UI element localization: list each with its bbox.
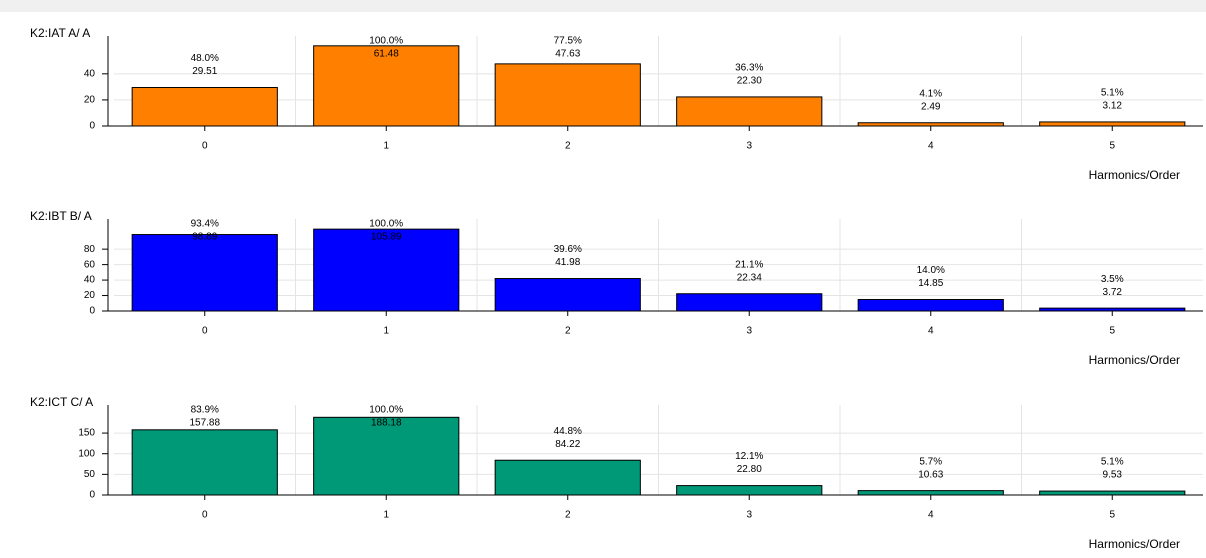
percent-label: 5.7% — [919, 456, 942, 467]
y-tick-label: 20 — [84, 95, 96, 106]
percent-label: 100.0% — [369, 219, 403, 230]
y-tick-label: 150 — [78, 428, 95, 439]
value-label: 84.22 — [555, 439, 580, 450]
percent-label: 83.9% — [191, 405, 219, 416]
percent-label: 100.0% — [369, 36, 403, 47]
x-tick-label: 4 — [928, 141, 934, 152]
x-tick-label: 2 — [565, 326, 571, 337]
value-label: 22.30 — [737, 76, 762, 87]
value-label: 2.49 — [921, 101, 941, 112]
x-tick-label: 3 — [746, 141, 752, 152]
bar — [131, 234, 278, 312]
x-tick-label: 5 — [1109, 141, 1115, 152]
percent-label: 48.0% — [191, 53, 219, 64]
bar — [857, 122, 1004, 127]
y-axis-title: K2:IAT A/ A — [30, 26, 90, 40]
value-label: 157.88 — [189, 418, 220, 429]
percent-label: 100.0% — [369, 405, 403, 416]
percent-label: 3.5% — [1101, 274, 1124, 285]
percent-label: 5.1% — [1101, 457, 1124, 468]
value-label: 61.48 — [374, 49, 399, 60]
y-tick-label: 0 — [89, 121, 95, 132]
value-label: 41.98 — [555, 257, 580, 268]
value-label: 9.53 — [1103, 470, 1123, 481]
y-tick-label: 60 — [84, 259, 96, 270]
y-tick-label: 100 — [78, 448, 95, 459]
y-tick-label: 20 — [84, 290, 96, 301]
bar — [857, 490, 1004, 496]
value-label: 98.89 — [192, 232, 217, 243]
bar — [857, 299, 1004, 312]
y-tick-label: 50 — [84, 469, 96, 480]
value-label: 22.80 — [737, 464, 762, 475]
percent-label: 77.5% — [554, 36, 582, 47]
x-tick-label: 2 — [565, 510, 571, 521]
x-tick-label: 0 — [202, 326, 208, 337]
y-axis-title: K2:ICT C/ A — [30, 395, 93, 409]
bar — [313, 228, 460, 312]
x-tick-label: 5 — [1109, 510, 1115, 521]
x-tick-label: 1 — [383, 141, 389, 152]
x-tick-label: 4 — [928, 510, 934, 521]
percent-label: 14.0% — [917, 265, 945, 276]
value-label: 105.89 — [371, 232, 402, 243]
x-tick-label: 3 — [746, 326, 752, 337]
bar — [1039, 121, 1186, 127]
value-label: 188.18 — [371, 418, 402, 429]
bar — [1039, 490, 1186, 496]
value-label: 47.63 — [555, 49, 580, 60]
percent-label: 21.1% — [735, 259, 763, 270]
bar — [676, 485, 823, 496]
x-tick-label: 5 — [1109, 326, 1115, 337]
x-axis-title: Harmonics/Order — [1089, 168, 1180, 182]
x-tick-label: 0 — [202, 141, 208, 152]
y-tick-label: 80 — [84, 244, 96, 255]
x-tick-label: 2 — [565, 141, 571, 152]
y-tick-label: 0 — [89, 306, 95, 317]
percent-label: 39.6% — [554, 244, 582, 255]
x-tick-label: 0 — [202, 510, 208, 521]
y-tick-label: 40 — [84, 275, 96, 286]
bar — [313, 416, 460, 496]
y-axis-title: K2:IBT B/ A — [30, 209, 92, 223]
y-tick-label: 40 — [84, 68, 96, 79]
percent-label: 5.1% — [1101, 88, 1124, 99]
value-label: 3.12 — [1103, 101, 1123, 112]
percent-label: 36.3% — [735, 63, 763, 74]
percent-label: 44.8% — [554, 426, 582, 437]
percent-label: 93.4% — [191, 219, 219, 230]
x-tick-label: 1 — [383, 510, 389, 521]
bar — [131, 429, 278, 496]
x-tick-label: 1 — [383, 326, 389, 337]
x-tick-label: 4 — [928, 326, 934, 337]
bar — [676, 293, 823, 312]
x-tick-label: 3 — [746, 510, 752, 521]
x-axis-title: Harmonics/Order — [1089, 537, 1180, 551]
value-label: 29.51 — [192, 66, 217, 77]
value-label: 14.85 — [918, 278, 943, 289]
value-label: 22.34 — [737, 272, 762, 283]
value-label: 3.72 — [1103, 287, 1123, 298]
bar — [494, 63, 641, 127]
bar — [131, 87, 278, 127]
bar — [313, 45, 460, 127]
bar — [494, 459, 641, 496]
percent-label: 12.1% — [735, 451, 763, 462]
bar — [494, 278, 641, 312]
bar — [1039, 307, 1186, 312]
value-label: 10.63 — [918, 469, 943, 480]
x-axis-title: Harmonics/Order — [1089, 353, 1180, 367]
background-band — [0, 0, 1206, 12]
bar — [676, 96, 823, 127]
percent-label: 4.1% — [919, 88, 942, 99]
y-tick-label: 0 — [89, 490, 95, 501]
